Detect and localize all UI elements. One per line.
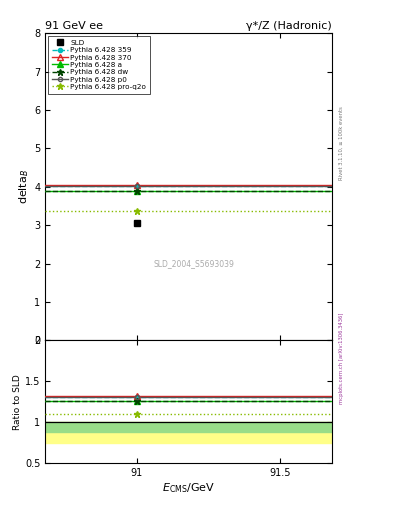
X-axis label: $E_{\rm CMS}$/GeV: $E_{\rm CMS}$/GeV	[162, 481, 215, 495]
Text: 91 GeV ee: 91 GeV ee	[45, 21, 103, 31]
Text: SLD_2004_S5693039: SLD_2004_S5693039	[154, 259, 235, 268]
Y-axis label: delta$_B$: delta$_B$	[18, 169, 31, 204]
Bar	[45, 422, 332, 443]
Y-axis label: Ratio to SLD: Ratio to SLD	[13, 374, 22, 430]
Text: γ*/Z (Hadronic): γ*/Z (Hadronic)	[246, 21, 332, 31]
Text: mcplots.cern.ch [arXiv:1306.3436]: mcplots.cern.ch [arXiv:1306.3436]	[339, 313, 344, 404]
Text: Rivet 3.1.10, ≥ 100k events: Rivet 3.1.10, ≥ 100k events	[339, 106, 344, 180]
Bar	[45, 422, 332, 432]
Legend: SLD, Pythia 6.428 359, Pythia 6.428 370, Pythia 6.428 a, Pythia 6.428 dw, Pythia: SLD, Pythia 6.428 359, Pythia 6.428 370,…	[48, 36, 150, 94]
